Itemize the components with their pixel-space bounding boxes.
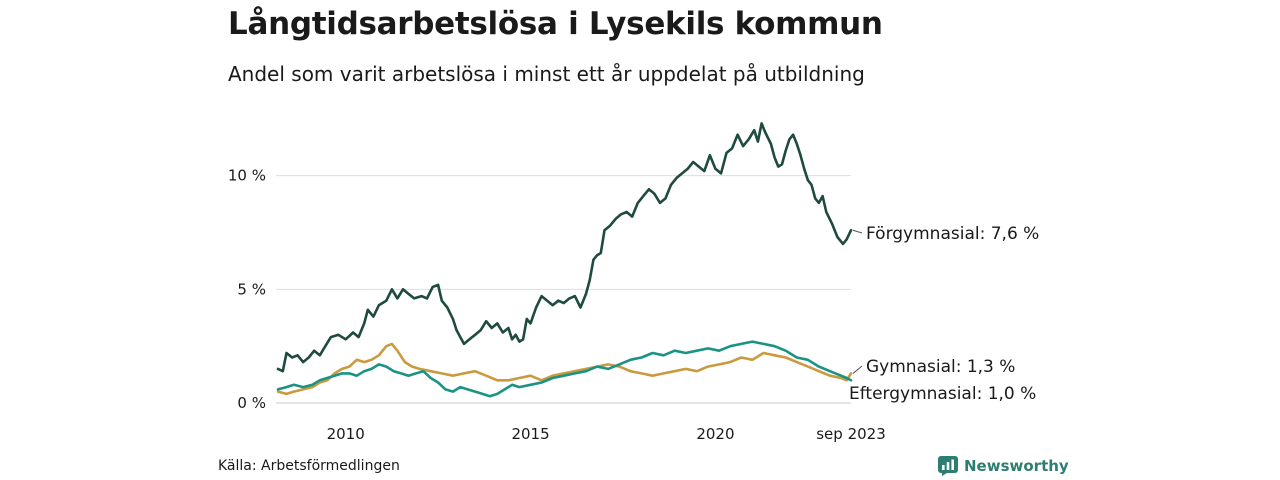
series-line-gymnasial	[276, 342, 853, 396]
x-tick-label: 2010	[327, 425, 365, 443]
label-leader-förgymnasial	[852, 229, 863, 234]
chart-title: Långtidsarbetslösa i Lysekils kommun	[228, 6, 883, 42]
series-end-label: Gymnasial: 1,3 %	[866, 357, 1015, 377]
series-end-label: Förgymnasial: 7,6 %	[866, 224, 1039, 244]
y-tick-label: 5 %	[237, 280, 266, 298]
series-line-förgymnasial	[276, 122, 853, 373]
bar-chart-icon	[938, 456, 958, 476]
chart-subtitle: Andel som varit arbetslösa i minst ett å…	[228, 62, 865, 86]
y-tick-label: 10 %	[228, 167, 266, 185]
series-line-eftergymnasial	[276, 340, 853, 398]
brand-logo: Newsworthy	[938, 456, 1069, 476]
x-tick-label: 2020	[696, 425, 734, 443]
x-tick-label: 2015	[511, 425, 549, 443]
series-end-label: Eftergymnasial: 1,0 %	[849, 384, 1036, 404]
y-tick-label: 0 %	[237, 394, 266, 412]
x-tick-label: sep 2023	[816, 425, 886, 443]
source-note: Källa: Arbetsförmedlingen	[218, 458, 400, 474]
brand-name: Newsworthy	[964, 457, 1069, 475]
label-leader-gymnasial	[852, 365, 863, 374]
